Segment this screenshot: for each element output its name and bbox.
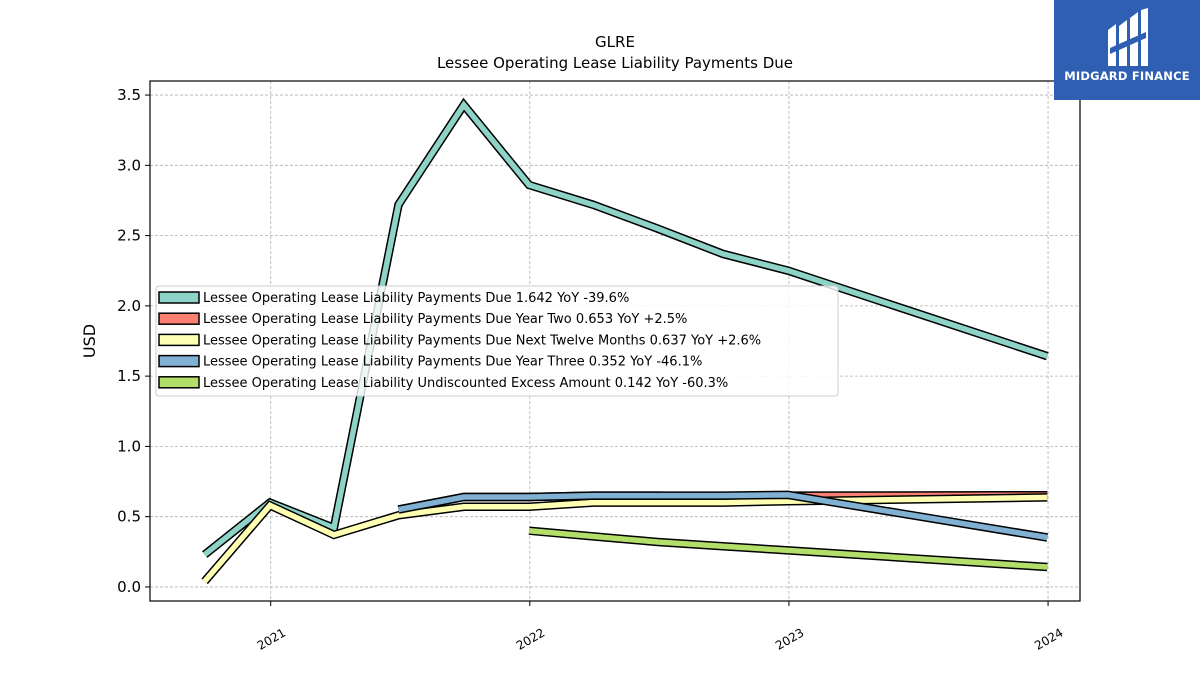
legend-item-label: Lessee Operating Lease Liability Payment… — [203, 291, 629, 306]
series-1 — [202, 97, 1049, 558]
y-tick-label: 3.0 — [117, 156, 141, 174]
series-5 — [528, 526, 1048, 572]
y-axis-label: USD — [80, 324, 99, 358]
y-tick-label: 3.5 — [117, 86, 141, 104]
legend-swatch — [158, 333, 200, 347]
x-tick-label: 2022 — [514, 625, 547, 652]
series-line — [202, 100, 1049, 557]
series-line — [397, 492, 1048, 541]
legend-swatch — [158, 291, 200, 304]
legend-item-label: Lessee Operating Lease Liability Payment… — [203, 333, 761, 348]
x-tick-label: 2024 — [1032, 625, 1065, 652]
x-tick-label: 2021 — [255, 625, 288, 652]
logo-mark-icon — [1108, 8, 1148, 66]
legend: Lessee Operating Lease Liability Payment… — [155, 285, 839, 397]
series-line — [202, 494, 1048, 584]
series-3 — [201, 493, 1048, 585]
y-tick-label: 2.5 — [117, 227, 141, 245]
series-line — [528, 527, 1048, 570]
y-tick-label: 0.0 — [117, 578, 141, 596]
legend-item-label: Lessee Operating Lease Liability Undisco… — [203, 376, 728, 391]
axes: 0.0 0.5 1.0 1.5 2.0 2.5 3.0 3.5 2021 2022 2023 2024 — [117, 86, 1065, 653]
y-tick-label: 1.5 — [117, 367, 141, 385]
legend-swatch — [158, 312, 200, 325]
series-group — [201, 97, 1049, 585]
legend-swatch — [158, 376, 200, 389]
legend-item-label: Lessee Operating Lease Liability Payment… — [203, 355, 702, 370]
series-4 — [397, 490, 1048, 542]
legend-item-label: Lessee Operating Lease Liability Payment… — [203, 312, 687, 327]
plot-frame — [149, 80, 1081, 602]
chart-title: GLRE — [595, 33, 635, 51]
y-tick-label: 0.5 — [117, 508, 141, 526]
legend-box — [155, 285, 839, 397]
legend-swatch — [158, 354, 200, 368]
midgard-finance-logo: MIDGARD FINANCE — [1054, 0, 1200, 100]
logo-text: MIDGARD FINANCE — [1064, 69, 1190, 83]
x-tick-label: 2023 — [773, 625, 806, 652]
y-tick-label: 1.0 — [117, 437, 141, 455]
chart-subtitle: Lessee Operating Lease Liability Payment… — [437, 54, 793, 72]
y-tick-label: 2.0 — [117, 297, 141, 315]
